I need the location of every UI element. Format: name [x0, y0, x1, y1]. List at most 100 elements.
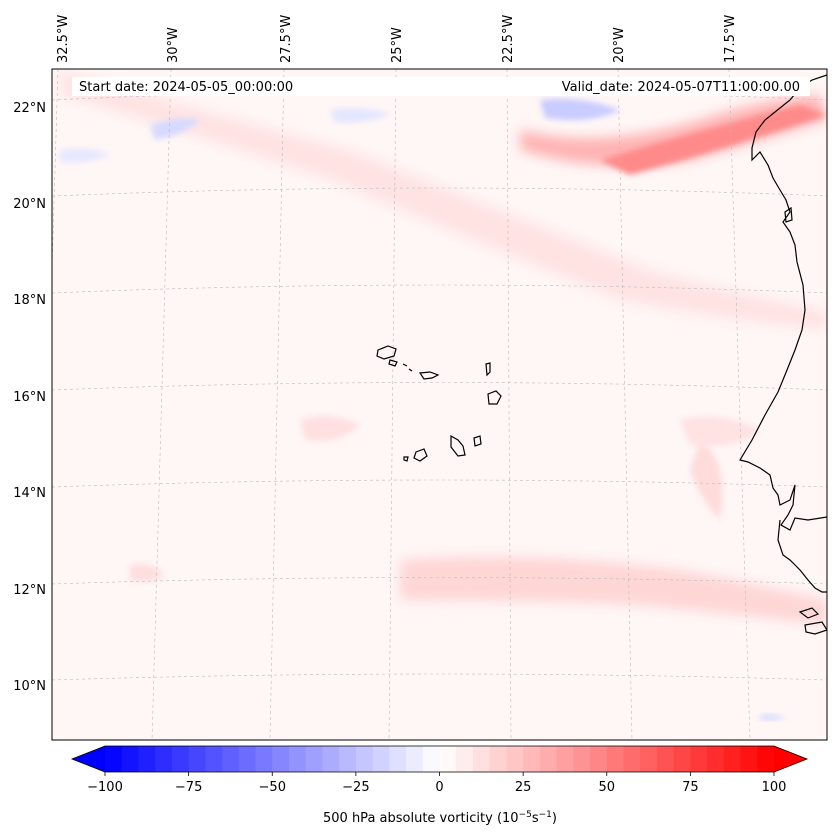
island-fogo — [413, 448, 428, 462]
lat-labels: 22°N 20°N 18°N 16°N 14°N 12°N 10°N — [13, 101, 46, 694]
colorbar-cell — [439, 746, 457, 772]
colorbar-cell — [339, 746, 357, 772]
colorbar-cell — [472, 746, 491, 772]
colorbar-cell — [205, 746, 223, 772]
lat-label-12n: 12°N — [13, 583, 46, 598]
colorbar-cell — [656, 746, 675, 772]
lat-label-20n: 20°N — [13, 197, 46, 212]
lon-gridline-27-5w — [269, 69, 285, 740]
vorticity-negative-patch — [60, 148, 110, 163]
colorbar-tick-label: 0 — [435, 780, 443, 795]
lat-label-16n: 16°N — [13, 390, 46, 405]
colorbar-tick-label: 75 — [682, 780, 699, 795]
colorbar-tick-label: 25 — [515, 780, 532, 795]
colorbar-cell — [640, 746, 658, 772]
colorbar-cell — [723, 746, 742, 772]
lat-gridline-12n — [52, 577, 827, 585]
island-sao-nicolau — [418, 371, 440, 380]
lat-label-22n: 22°N — [13, 101, 46, 116]
lon-gridline-20w — [617, 69, 633, 740]
colorbar-cell — [372, 746, 390, 772]
lon-label-20w: 20°W — [612, 27, 627, 63]
colorbar-cell — [355, 746, 374, 772]
lon-label-17-5w: 17.5°W — [723, 15, 738, 63]
colorbar-cell — [606, 746, 624, 772]
valid-date-text: Valid_date: 2024-05-07T11:00:00.00 — [562, 80, 800, 95]
lon-gridline-30w — [151, 69, 172, 740]
info-banner — [72, 77, 810, 96]
colorbar-cell — [305, 746, 323, 772]
island-islet — [408, 368, 413, 372]
vorticity-field — [60, 70, 827, 721]
island-brava — [403, 456, 409, 462]
colorbar-tick-label: 100 — [762, 780, 787, 795]
colorbar-cell — [422, 746, 440, 772]
island-sal — [485, 362, 491, 377]
colorbar-tick-label: 50 — [598, 780, 615, 795]
colorbar-cell — [673, 746, 691, 772]
colorbar-cell — [523, 746, 541, 772]
colorbar-cell — [590, 746, 608, 772]
vorticity-band-south — [400, 556, 827, 625]
colorbar-cell — [489, 746, 507, 772]
colorbar-cell — [322, 746, 340, 772]
island-maio — [473, 435, 482, 447]
island-santiago — [450, 434, 466, 457]
lat-gridline-18n — [52, 284, 827, 294]
vorticity-band-north — [520, 95, 827, 166]
colorbar-cell — [188, 746, 206, 772]
colorbar-tick-label: −75 — [175, 780, 202, 795]
colorbar-cells — [105, 746, 775, 772]
lat-gridline-16n — [52, 382, 827, 391]
colorbar-cell — [556, 746, 574, 772]
colorbar-min-extension — [72, 746, 105, 772]
colorbar-label: 500 hPa absolute vorticity (10−5s−1) — [323, 810, 557, 826]
colorbar-cell — [171, 746, 190, 772]
lon-gridline-22-5w — [506, 69, 512, 740]
africa-coastline-south — [777, 519, 827, 593]
colorbar-cell — [121, 746, 139, 772]
africa-coastline — [739, 74, 827, 531]
colorbar-cell — [740, 746, 758, 772]
colorbar-cell — [389, 746, 407, 772]
colorbar-cell — [456, 746, 474, 772]
colorbar-cell — [105, 746, 123, 772]
colorbar-cell — [573, 746, 591, 772]
vorticity-negative-patch — [760, 714, 785, 721]
colorbar-max-extension — [774, 746, 807, 772]
colorbar-ticks: −100 −75 −50 −25 0 25 50 75 100 — [87, 772, 786, 795]
island-sao-vicente — [388, 359, 398, 367]
lat-label-18n: 18°N — [13, 293, 46, 308]
lon-gridline-25w — [388, 69, 397, 740]
island-boa-vista — [487, 390, 502, 405]
colorbar-cell — [155, 746, 173, 772]
lon-labels: 32.5°W 30°W 27.5°W 25°W 22.5°W 20°W 17.5… — [56, 15, 738, 63]
lat-label-14n: 14°N — [13, 486, 46, 501]
vorticity-negative-patch — [330, 108, 390, 123]
colorbar-cell — [238, 746, 257, 772]
colorbar-tick-label: −100 — [87, 780, 123, 795]
map-panel: Start date: 2024-05-05_00:00:00 Valid_da… — [51, 68, 828, 741]
start-date-text: Start date: 2024-05-05_00:00:00 — [79, 80, 293, 95]
colorbar-cell — [272, 746, 290, 772]
colorbar-cell — [288, 746, 307, 772]
lat-gridline-10n — [52, 673, 827, 681]
gridlines — [52, 69, 827, 740]
vorticity-band-diagonal — [60, 70, 827, 330]
coastlines — [739, 74, 827, 635]
vorticity-background — [52, 69, 827, 740]
colorbar-cell — [222, 746, 240, 772]
lat-gridline-14n — [52, 479, 827, 488]
coast-island — [804, 621, 827, 635]
colorbar-cell — [690, 746, 708, 772]
island-santa-luzia — [402, 363, 408, 367]
lon-label-27-5w: 27.5°W — [279, 15, 294, 63]
colorbar-cell — [138, 746, 156, 772]
vorticity-patch — [300, 416, 360, 441]
colorbar: −100 −75 −50 −25 0 25 50 75 100 500 hPa absolute… — [70, 745, 809, 826]
vorticity-patch — [130, 563, 165, 582]
vorticity-band-strong — [600, 105, 827, 175]
colorbar-cell — [255, 746, 273, 772]
cape-verde-islands — [376, 345, 502, 462]
colorbar-cell — [623, 746, 641, 772]
